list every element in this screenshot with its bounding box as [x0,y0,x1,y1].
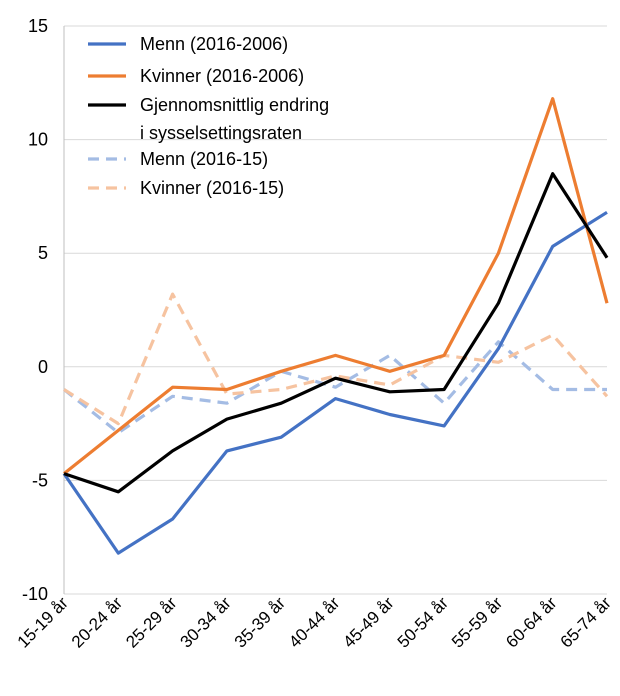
x-tick-label: 50-54 år [394,593,452,651]
series-line-3 [63,172,609,494]
x-tick-label: 60-64 år [502,593,560,651]
legend: Menn (2016-2006) Kvinner (2016-2006) Gjenn… [88,34,329,198]
y-tick-labels: 15 10 5 0 -5 -10 [22,16,48,604]
x-tick-label: 45-49 år [339,593,397,651]
gridlines [64,25,607,595]
x-tick-label: 30-34 år [177,593,235,651]
series-line-5 [63,292,609,426]
y-tick-label: 15 [28,16,48,36]
legend-label: Menn (2016-2006) [140,34,288,54]
y-tick-label: -10 [22,584,48,604]
x-tick-label: 20-24 år [68,593,126,651]
series-lines [62,97,609,555]
series-line-2 [63,97,609,475]
x-tick-label: 55-59 år [448,593,506,651]
x-tick-label: 35-39 år [231,593,289,651]
y-tick-label: 0 [38,357,48,377]
series-line-4 [63,340,607,435]
x-tick-label: 65-74 år [557,593,615,651]
y-tick-label: -5 [32,470,48,490]
series-line-1 [62,210,608,555]
legend-label: Gjennomsnittlig endring [140,95,329,115]
legend-label: i sysselsettingsraten [140,123,302,143]
x-tick-label: 40-44 år [285,593,343,651]
y-tick-label: 5 [38,243,48,263]
legend-label: Menn (2016-15) [140,149,268,169]
legend-label: Kvinner (2016-15) [140,178,284,198]
y-tick-label: 10 [28,130,48,150]
x-tick-label: 25-29 år [122,593,180,651]
legend-label: Kvinner (2016-2006) [140,66,304,86]
